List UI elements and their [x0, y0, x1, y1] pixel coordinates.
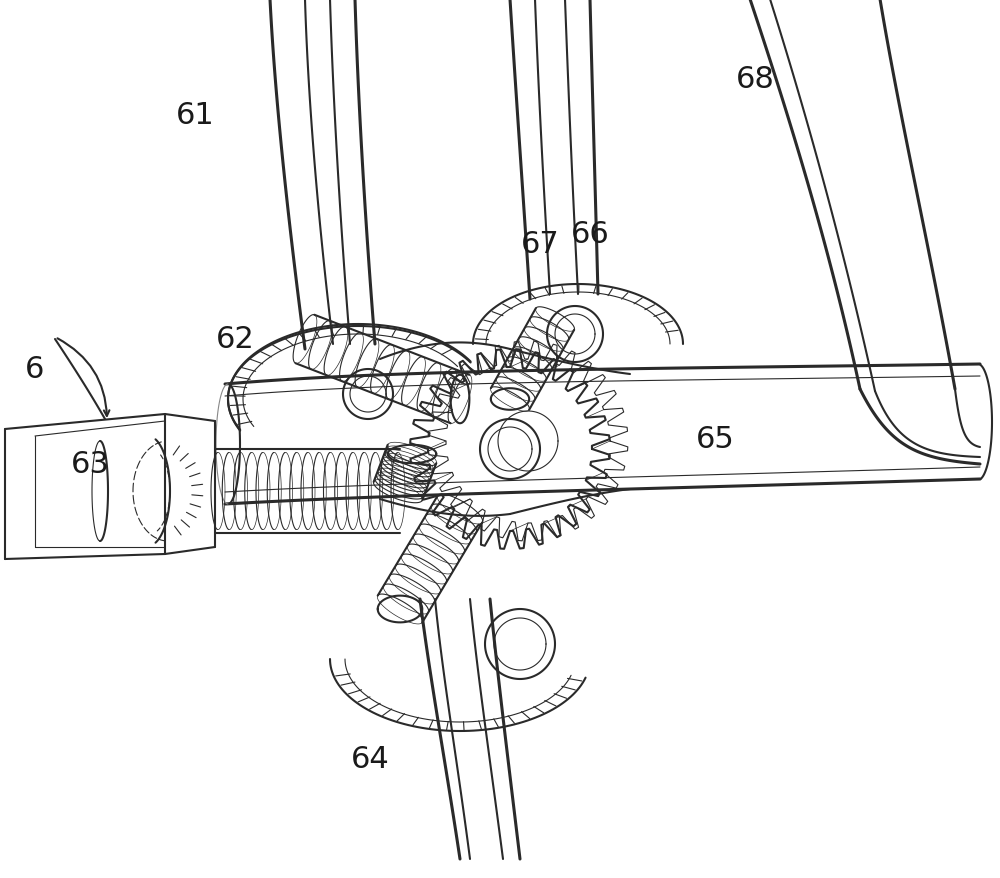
Text: 65: 65 [696, 425, 734, 454]
Text: 61: 61 [176, 100, 214, 129]
Text: 63: 63 [71, 450, 109, 479]
Text: 67: 67 [521, 230, 559, 259]
Text: 66: 66 [571, 220, 609, 249]
Text: 62: 62 [216, 325, 254, 354]
Text: 6: 6 [25, 355, 45, 384]
Text: 68: 68 [736, 66, 774, 95]
Text: 64: 64 [351, 745, 389, 774]
